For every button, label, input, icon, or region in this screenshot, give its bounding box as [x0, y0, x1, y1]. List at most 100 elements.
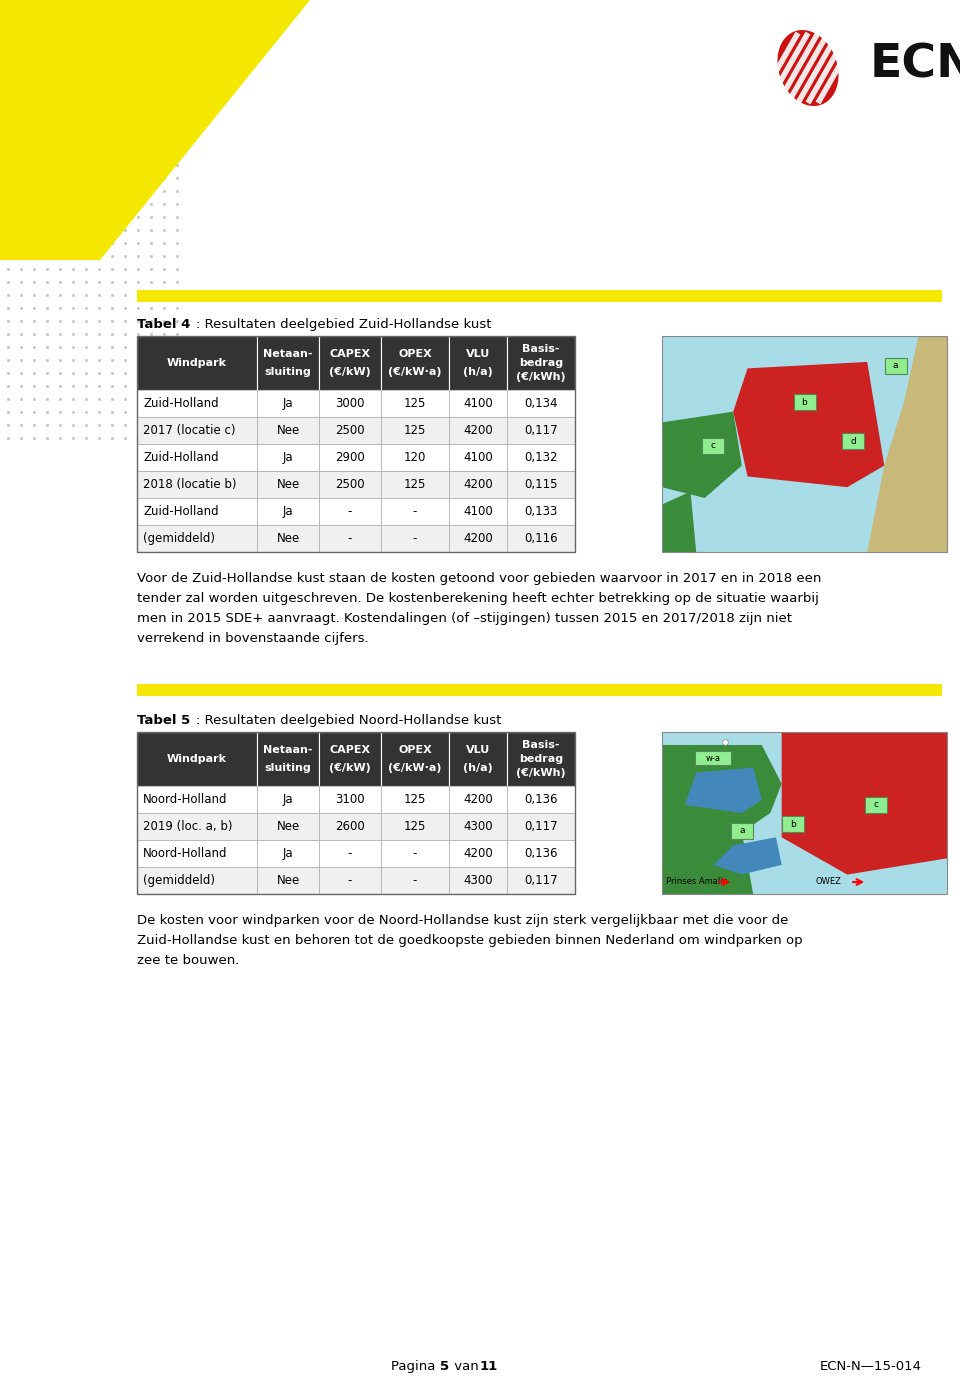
Text: (gemiddeld): (gemiddeld)	[143, 532, 215, 545]
Bar	[794, 395, 815, 410]
Text: 2018 (locatie b): 2018 (locatie b)	[143, 478, 236, 491]
Text: 4100: 4100	[463, 450, 492, 464]
Text: 0,116: 0,116	[524, 532, 558, 545]
Bar	[319, 335, 381, 389]
Text: OPEX: OPEX	[398, 746, 432, 755]
Bar	[137, 525, 257, 552]
Bar	[865, 797, 887, 812]
Text: Windpark: Windpark	[167, 754, 227, 764]
Text: Netaan-: Netaan-	[263, 746, 313, 755]
Bar	[319, 389, 381, 417]
Text: ECN-N—15-014: ECN-N—15-014	[820, 1360, 922, 1374]
Text: 2500: 2500	[335, 424, 365, 437]
Bar	[137, 814, 257, 840]
Text: 4200: 4200	[463, 793, 492, 807]
Bar	[381, 498, 449, 525]
Text: 4100: 4100	[463, 396, 492, 410]
Text: (€/kW·a): (€/kW·a)	[388, 367, 442, 377]
Text: -: -	[348, 505, 352, 518]
Bar	[137, 335, 257, 389]
Bar	[137, 732, 257, 786]
Text: Zuid-Holland: Zuid-Holland	[143, 505, 219, 518]
Polygon shape	[662, 744, 781, 894]
Bar	[381, 444, 449, 471]
Bar	[507, 389, 575, 417]
Text: 125: 125	[404, 478, 426, 491]
Text: 0,115: 0,115	[524, 478, 558, 491]
Text: sluiting: sluiting	[265, 367, 311, 377]
Bar	[381, 732, 449, 786]
Text: 0,117: 0,117	[524, 821, 558, 833]
Bar	[507, 471, 575, 498]
Bar	[319, 417, 381, 444]
Text: (€/kW·a): (€/kW·a)	[388, 764, 442, 773]
Bar	[507, 786, 575, 814]
Bar	[381, 814, 449, 840]
Bar	[137, 444, 257, 471]
Text: d: d	[850, 437, 855, 446]
Text: 125: 125	[404, 424, 426, 437]
Text: De kosten voor windparken voor de Noord-Hollandse kust zijn sterk vergelijkbaar : De kosten voor windparken voor de Noord-…	[137, 913, 788, 927]
Bar	[137, 389, 257, 417]
Text: : Resultaten deelgebied Noord-Hollandse kust: : Resultaten deelgebied Noord-Hollandse …	[196, 714, 501, 728]
Polygon shape	[867, 335, 947, 552]
Text: (gemiddeld): (gemiddeld)	[143, 875, 215, 887]
Text: Nee: Nee	[276, 478, 300, 491]
Bar	[449, 417, 507, 444]
Text: 3100: 3100	[335, 793, 365, 807]
Text: tender zal worden uitgeschreven. De kostenberekening heeft echter betrekking op : tender zal worden uitgeschreven. De kost…	[137, 592, 819, 606]
Bar	[137, 732, 575, 894]
Bar	[449, 525, 507, 552]
Bar	[257, 471, 319, 498]
Bar	[703, 438, 724, 453]
Text: Nee: Nee	[276, 424, 300, 437]
Bar	[137, 417, 257, 444]
Text: -: -	[348, 847, 352, 859]
Polygon shape	[0, 0, 310, 261]
Bar	[257, 814, 319, 840]
Text: 125: 125	[404, 396, 426, 410]
Bar	[449, 786, 507, 814]
Bar	[137, 471, 257, 498]
Text: Basis-: Basis-	[522, 740, 560, 750]
Text: 125: 125	[404, 793, 426, 807]
Text: 5: 5	[440, 1360, 449, 1374]
Text: 0,136: 0,136	[524, 793, 558, 807]
Text: van: van	[450, 1360, 483, 1374]
Text: CAPEX: CAPEX	[329, 746, 371, 755]
Bar	[319, 840, 381, 868]
Text: men in 2015 SDE+ aanvraagt. Kostendalingen (of –stijgingen) tussen 2015 en 2017/: men in 2015 SDE+ aanvraagt. Kostendaling…	[137, 613, 792, 625]
Text: 0,132: 0,132	[524, 450, 558, 464]
Polygon shape	[662, 492, 696, 552]
Text: 2017 (locatie c): 2017 (locatie c)	[143, 424, 235, 437]
Bar	[319, 444, 381, 471]
Text: c: c	[710, 441, 716, 450]
Bar	[731, 823, 753, 839]
Polygon shape	[662, 412, 742, 498]
Text: Nee: Nee	[276, 532, 300, 545]
Text: 4200: 4200	[463, 532, 492, 545]
Polygon shape	[733, 362, 884, 488]
Text: Tabel 5: Tabel 5	[137, 714, 190, 728]
Text: 0,133: 0,133	[524, 505, 558, 518]
Text: : Resultaten deelgebied Zuid-Hollandse kust: : Resultaten deelgebied Zuid-Hollandse k…	[196, 317, 492, 331]
Text: Nee: Nee	[276, 821, 300, 833]
Text: VLU: VLU	[466, 349, 491, 359]
Text: (h/a): (h/a)	[463, 367, 492, 377]
Bar	[381, 335, 449, 389]
Bar	[257, 444, 319, 471]
Bar	[381, 840, 449, 868]
Text: Prinses Amalia: Prinses Amalia	[666, 877, 728, 887]
Bar	[449, 444, 507, 471]
Text: 125: 125	[404, 821, 426, 833]
Text: 4300: 4300	[463, 875, 492, 887]
Bar	[662, 732, 947, 894]
Text: OWEZ: OWEZ	[816, 877, 842, 887]
Bar	[842, 434, 864, 449]
Bar	[695, 751, 732, 765]
Text: Ja: Ja	[282, 396, 294, 410]
Bar	[137, 290, 942, 302]
Text: (€/kWh): (€/kWh)	[516, 768, 565, 778]
Text: 2600: 2600	[335, 821, 365, 833]
Bar	[319, 732, 381, 786]
